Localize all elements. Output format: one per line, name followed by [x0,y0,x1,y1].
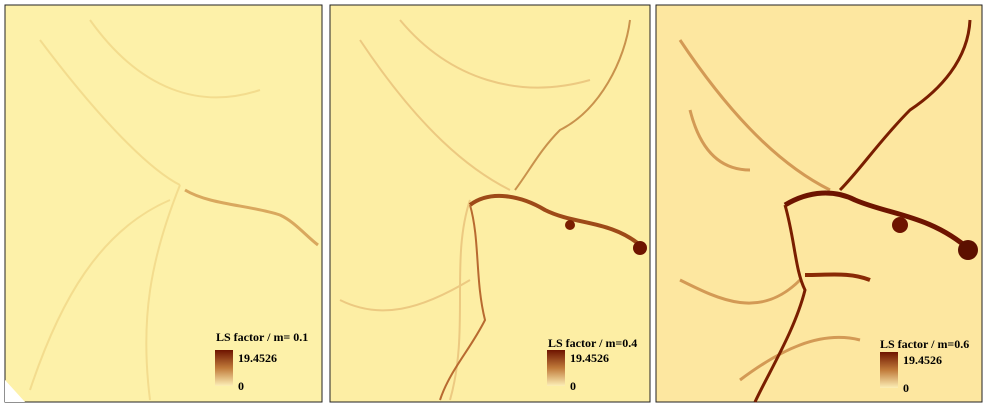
figure: LS factor / m= 0.1 19.4526 0 LS factor /… [0,0,984,406]
legend-title: LS factor / m=0.6 [880,337,969,351]
legend-max: 19.4526 [238,351,277,365]
legend-min: 0 [903,381,909,395]
legend-max: 19.4526 [570,351,609,365]
legend-title: LS factor / m= 0.1 [216,330,308,344]
legend-min: 0 [570,379,576,393]
legend-title: LS factor / m=0.4 [548,336,637,350]
legend-max: 19.4526 [903,353,942,367]
legend-min: 0 [238,379,244,393]
